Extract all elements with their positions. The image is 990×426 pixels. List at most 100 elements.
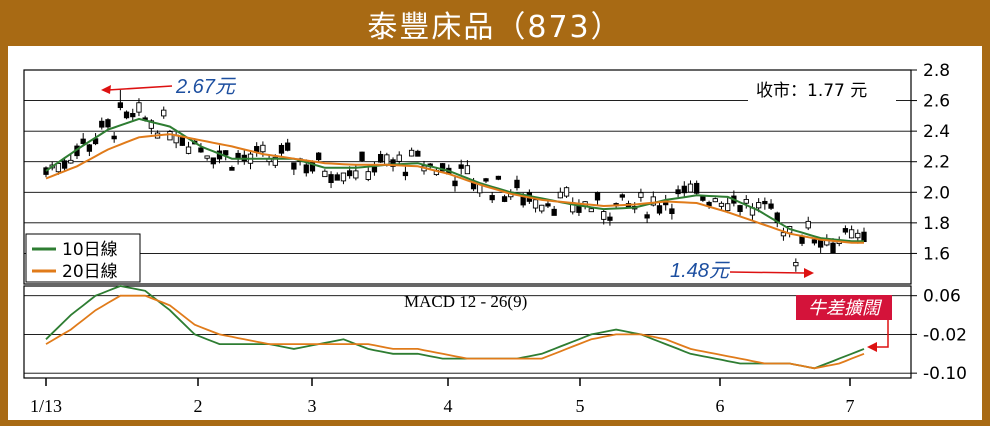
- candle-body: [737, 205, 743, 212]
- candle-body: [334, 174, 340, 181]
- candle-body: [725, 203, 731, 212]
- candle-body: [718, 202, 725, 207]
- candle-body: [830, 242, 836, 254]
- legend-box: [25, 233, 141, 283]
- candle-body: [167, 131, 173, 141]
- y-axis-ticks: 2.8 2.6 2.4 2.2 2.0 1.8 1.6 0.06 -0.02 -0.10: [911, 61, 967, 384]
- candle-body: [687, 183, 694, 193]
- macd-annotation-arrow: [876, 320, 889, 348]
- candle-body: [61, 160, 68, 169]
- candle-body: [743, 198, 749, 204]
- y-tick-label: 1.8: [923, 214, 950, 234]
- x-tick-label: 5: [576, 396, 585, 416]
- candle-body: [278, 144, 285, 154]
- candle-body: [700, 196, 706, 201]
- candle-body: [148, 120, 154, 129]
- y-tick-label: 2.8: [923, 61, 950, 81]
- candle-body: [285, 142, 291, 151]
- candle-body: [501, 196, 508, 202]
- candle-body: [861, 231, 867, 243]
- candle-body: [489, 195, 495, 201]
- candle-body: [539, 204, 545, 212]
- candle-body: [291, 162, 297, 170]
- candle-body: [557, 191, 563, 199]
- y-tick-label: 2.6: [923, 92, 950, 112]
- candle-body: [117, 102, 124, 108]
- candle-body: [328, 174, 334, 184]
- x-tick-label: 1/13: [30, 396, 62, 416]
- candle-body: [402, 171, 409, 177]
- candle-body: [229, 167, 235, 171]
- y-tick-label: 2.0: [923, 183, 950, 203]
- candle-body: [161, 109, 167, 117]
- candle-body: [105, 119, 111, 128]
- candle-body: [347, 170, 353, 177]
- macd-annotation: 牛差擴闊: [808, 298, 883, 319]
- macd-tick-label: 0.06: [923, 287, 961, 307]
- candle-body: [817, 239, 824, 248]
- y-tick-label: 2.4: [923, 122, 950, 142]
- macd-grid: [24, 295, 911, 374]
- candle-body: [136, 102, 142, 113]
- candle-body: [272, 156, 278, 166]
- candle-body: [99, 120, 105, 128]
- macd-lines: [45, 285, 865, 370]
- chart-panel: 2.8 2.6 2.4 2.2 2.0 1.8 1.6 0.06 -0.02 -0.10 1/13…: [8, 46, 982, 420]
- y-tick-label: 2.2: [923, 153, 950, 173]
- candle-body: [855, 232, 861, 239]
- macd-tick-label: -0.02: [923, 325, 967, 345]
- candle-body: [452, 180, 458, 187]
- candle-body: [545, 203, 551, 207]
- x-axis-ticks: 1/13 2 3 4 5 6 7: [30, 378, 855, 416]
- candle-body: [260, 144, 266, 153]
- ma20-line: [45, 133, 864, 244]
- candle-body: [303, 164, 309, 174]
- macd-annotation-badge: [796, 295, 892, 320]
- candle-body: [210, 157, 216, 165]
- candle-body: [514, 179, 520, 189]
- candle-body: [520, 196, 526, 206]
- candle-body: [198, 147, 204, 153]
- ma10-line: [45, 117, 864, 243]
- candle-body: [223, 150, 229, 156]
- candle-body: [669, 208, 675, 214]
- candle-body: [111, 135, 117, 140]
- candle-body: [353, 170, 359, 179]
- candle-body: [458, 164, 464, 169]
- candle-body: [371, 166, 378, 173]
- y-tick-label: 1.6: [923, 244, 950, 264]
- chart-title: 泰豐床品（873）: [367, 10, 623, 45]
- candle-body: [607, 216, 613, 221]
- candle-body: [842, 228, 849, 233]
- candle-body: [793, 262, 799, 267]
- macd-title: MACD 12 - 26(9): [404, 292, 527, 311]
- candle-body: [799, 235, 805, 244]
- candle-body: [762, 200, 768, 205]
- candle-body: [464, 165, 471, 175]
- signal-line: [45, 294, 865, 370]
- title-bar: 泰豐床品（873）: [0, 0, 990, 46]
- candle-body: [483, 178, 489, 182]
- candle-body: [408, 149, 415, 157]
- macd-tick-label: -0.10: [923, 364, 967, 384]
- x-tick-label: 3: [308, 396, 317, 416]
- x-tick-label: 2: [194, 396, 203, 416]
- candle-body: [780, 232, 787, 237]
- candle-body: [204, 155, 210, 159]
- candle-body: [68, 159, 74, 164]
- candle-body: [130, 113, 136, 118]
- candle-body: [601, 211, 607, 220]
- candle-body: [384, 154, 390, 165]
- candle-body: [805, 220, 811, 229]
- candle-body: [588, 208, 594, 213]
- candle-body: [675, 189, 681, 195]
- candle-body: [594, 192, 601, 201]
- stock-chart: 2.8 2.6 2.4 2.2 2.0 1.8 1.6 0.06 -0.02 -0.10 1/13…: [23, 61, 967, 416]
- candle-body: [650, 196, 656, 206]
- low-arrow-line: [729, 271, 806, 274]
- high-arrow-head: [101, 85, 111, 94]
- candle-body: [185, 146, 192, 154]
- candle-body: [396, 154, 402, 162]
- close-label-bg: [748, 76, 896, 102]
- candle-body: [390, 159, 396, 167]
